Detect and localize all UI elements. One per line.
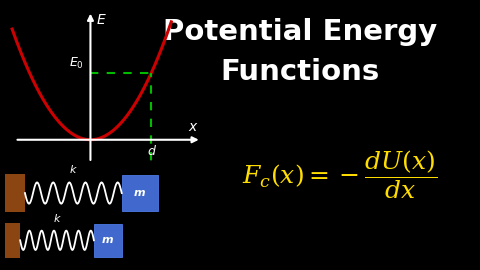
Text: k: k — [70, 165, 77, 175]
Text: $F_c(x) = -\dfrac{dU(x)}{dx}$: $F_c(x) = -\dfrac{dU(x)}{dx}$ — [242, 148, 438, 201]
Bar — [94, 224, 121, 256]
Bar — [5, 223, 20, 258]
Text: Functions: Functions — [220, 58, 380, 86]
Text: m: m — [102, 235, 114, 245]
Bar — [122, 175, 158, 211]
Text: k: k — [54, 214, 60, 224]
Bar — [5, 174, 25, 212]
Text: d: d — [147, 145, 155, 158]
Text: Potential Energy: Potential Energy — [163, 18, 437, 46]
Text: E: E — [96, 13, 105, 27]
Text: $E_0$: $E_0$ — [70, 56, 84, 71]
Text: x: x — [188, 120, 196, 134]
Text: m: m — [134, 188, 146, 198]
